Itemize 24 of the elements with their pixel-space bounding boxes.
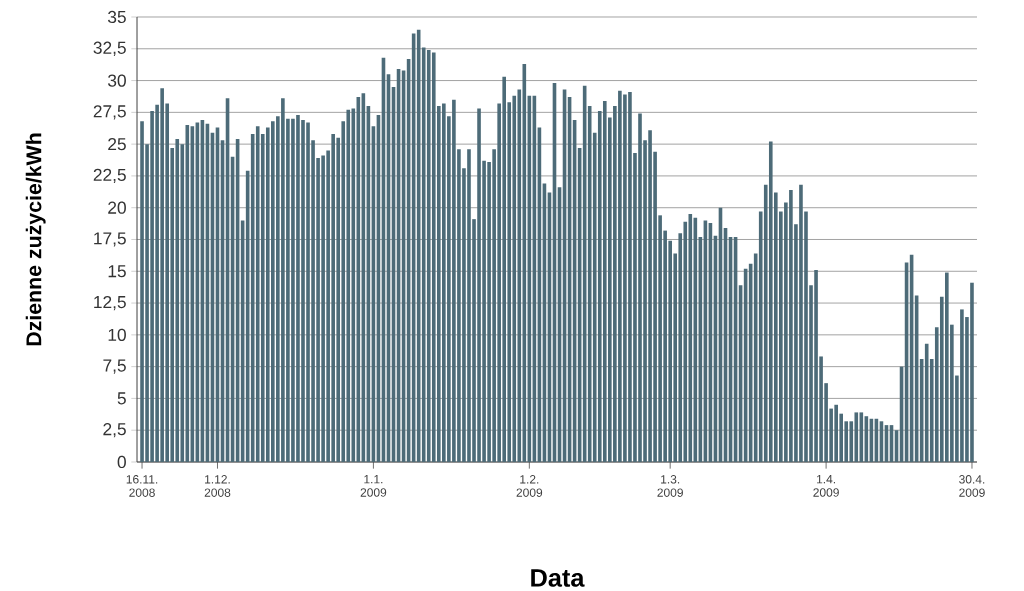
x-tick-label: 1.2. 2009 [516,475,543,497]
y-tick-label: 20 [108,201,126,214]
x-tick-label: 1.4. 2009 [813,475,839,497]
y-tick-label: 27,5 [93,105,126,120]
y-tick-label: 32,5 [93,41,126,56]
y-tick-label: 0 [117,455,126,469]
x-axis-title: Data [531,569,585,587]
y-tick-label: 10 [108,328,126,341]
y-tick-label: 25 [108,137,126,151]
y-tick-label: 17,5 [94,232,126,247]
y-tick-label: 2,5 [103,423,126,438]
x-tick-label: 1.1. 2009 [360,475,387,497]
y-tick-label: 7,5 [103,359,126,374]
y-tick-label: 5 [117,392,126,405]
y-tick-label: 30 [108,74,126,87]
y-axis-title: Dzienne zużycie/kWh [25,133,46,346]
x-tick-label: 16.11. 2008 [126,475,158,497]
x-tick-label: 30.4. 2009 [959,475,985,497]
y-tick-label: 22,5 [93,168,126,184]
y-tick-label: 35 [108,10,126,24]
y-tick-label: 15 [108,265,126,278]
y-tick-label: 12,5 [94,295,126,311]
x-tick-label: 1.12. 2008 [204,475,231,497]
x-tick-label: 1.3. 2009 [657,475,683,497]
